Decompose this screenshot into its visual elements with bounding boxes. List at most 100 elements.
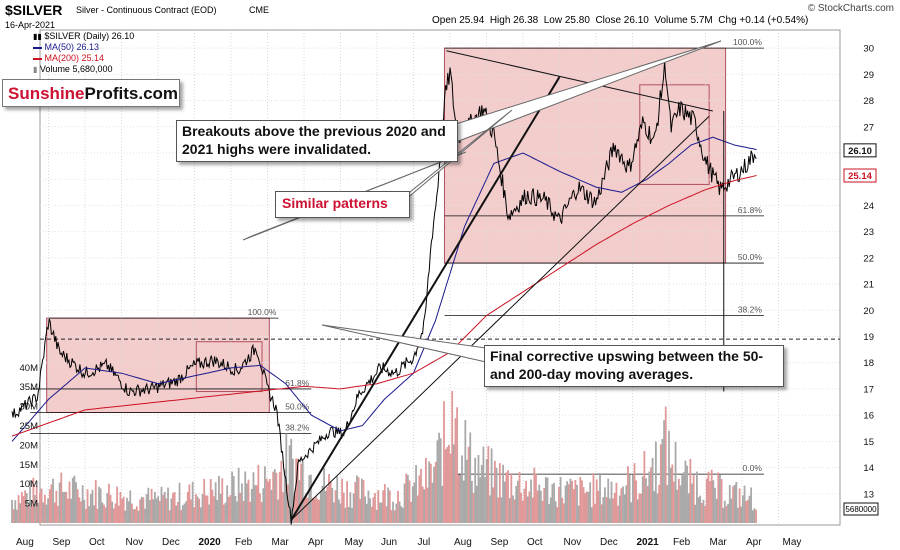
volume-bar	[525, 481, 528, 523]
volume-bar	[78, 497, 81, 523]
legend-price-label: $SILVER (Daily) 26.10	[44, 31, 135, 41]
volume-bar	[475, 485, 478, 523]
volume-bar	[124, 510, 127, 523]
volume-bar	[167, 487, 169, 523]
volume-bar	[615, 482, 618, 523]
volume-bar	[677, 478, 680, 523]
volume-bar	[587, 491, 590, 523]
volume-bar	[641, 476, 644, 523]
volume-bar	[308, 475, 311, 523]
logo-sunshine-text: Sunshine	[8, 84, 85, 103]
volume-bar	[135, 506, 138, 523]
volume-bar	[502, 464, 505, 523]
volume-bar	[656, 493, 659, 523]
volume-bar	[393, 510, 396, 523]
volume-bar	[388, 490, 391, 523]
callout-breakouts: Breakouts above the previous 2020 and 20…	[176, 120, 458, 162]
volume-bar	[267, 481, 270, 523]
volume-bar	[265, 478, 268, 523]
volume-bar	[16, 509, 18, 523]
x-tick-label: Dec	[600, 537, 618, 548]
x-tick-label: Apr	[308, 537, 324, 548]
volume-bar	[436, 440, 439, 523]
volume-bar	[43, 494, 46, 523]
volume-bar	[546, 477, 549, 523]
volume-bar	[710, 469, 713, 523]
volume-tick-label: 30M	[20, 402, 39, 413]
volume-bar	[190, 499, 192, 523]
volume-bar	[518, 471, 521, 523]
volume-bar	[34, 495, 36, 523]
volume-bar	[245, 483, 248, 523]
price-tick-label: 21	[863, 280, 874, 291]
volume-bar	[508, 498, 511, 523]
volume-bar	[410, 501, 413, 523]
volume-bar	[497, 497, 500, 523]
volume-bar	[93, 505, 96, 523]
fib-level-label: 61.8%	[285, 378, 310, 388]
volume-bar	[676, 489, 679, 523]
volume-bar	[224, 502, 227, 523]
volume-bar	[98, 486, 100, 523]
volume-tick-label: 40M	[20, 363, 39, 374]
volume-bar	[554, 501, 557, 523]
price-tick-label: 28	[863, 96, 874, 107]
volume-bar	[22, 496, 25, 523]
fib-level-label: 100.0%	[248, 307, 277, 317]
volume-bar	[29, 479, 31, 523]
volume-bar	[324, 490, 327, 523]
plot-frame	[39, 29, 841, 526]
legend-ma200: MA(200) 25.14	[33, 53, 104, 63]
volume-bar	[104, 507, 107, 523]
price-tick-label: 23	[863, 227, 874, 238]
series-layer	[11, 60, 757, 525]
volume-bar	[209, 479, 212, 523]
price-tick-label: 14	[863, 463, 874, 474]
volume-bar	[533, 467, 536, 523]
volume-bar	[730, 498, 733, 523]
volume-bar	[321, 485, 324, 523]
volume-bar	[122, 496, 125, 523]
volume-bar	[96, 508, 99, 523]
volume-bar	[650, 467, 652, 523]
volume-bar	[158, 500, 161, 523]
volume-bar	[597, 490, 600, 523]
volume-bar	[697, 497, 700, 523]
volume-bar	[613, 492, 616, 523]
volume-bar	[119, 491, 122, 523]
volume-bar	[108, 483, 110, 523]
volume-bar	[479, 477, 482, 523]
volume-bar	[490, 448, 493, 523]
volume-bar	[168, 510, 171, 523]
volume-bar	[541, 500, 544, 523]
price-tick-label: 19	[863, 332, 874, 343]
volume-bar	[139, 499, 142, 523]
volume-bar	[314, 496, 317, 523]
volume-bar	[351, 507, 353, 523]
volume-bar	[157, 496, 160, 523]
volume-bar	[226, 485, 229, 523]
volume-bar	[250, 488, 253, 523]
volume-bar	[282, 492, 284, 523]
volume-bar	[477, 454, 480, 523]
volume-bar	[257, 464, 260, 523]
volume-bar	[689, 458, 692, 523]
volume-bar	[633, 463, 636, 523]
volume-bar	[339, 503, 342, 523]
x-tick-label: Oct	[89, 537, 105, 548]
volume-bar	[173, 492, 176, 523]
volume-bar	[717, 472, 720, 523]
volume-bar	[449, 453, 452, 523]
volume-bar	[91, 489, 94, 523]
legend-volume-label: Volume 5,680,000	[39, 64, 113, 74]
price-tick-label: 27	[863, 122, 874, 133]
volume-bar	[492, 487, 495, 523]
volume-bar	[109, 494, 112, 523]
volume-bar	[530, 479, 532, 523]
volume-bar	[702, 499, 705, 523]
volume-bar	[369, 498, 371, 523]
volume-bar	[311, 497, 314, 523]
volume-bar	[663, 420, 665, 523]
volume-tick-label: 20M	[20, 440, 39, 451]
